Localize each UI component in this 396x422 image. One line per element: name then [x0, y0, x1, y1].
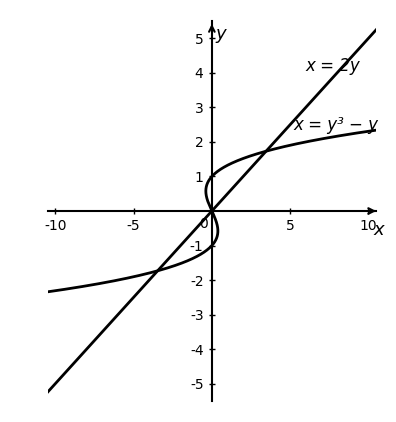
Text: 0: 0	[199, 217, 208, 231]
Text: x = 2y: x = 2y	[306, 57, 360, 75]
Text: x = y³ − y: x = y³ − y	[293, 116, 378, 134]
Text: x: x	[373, 221, 384, 239]
Text: y: y	[216, 24, 227, 43]
